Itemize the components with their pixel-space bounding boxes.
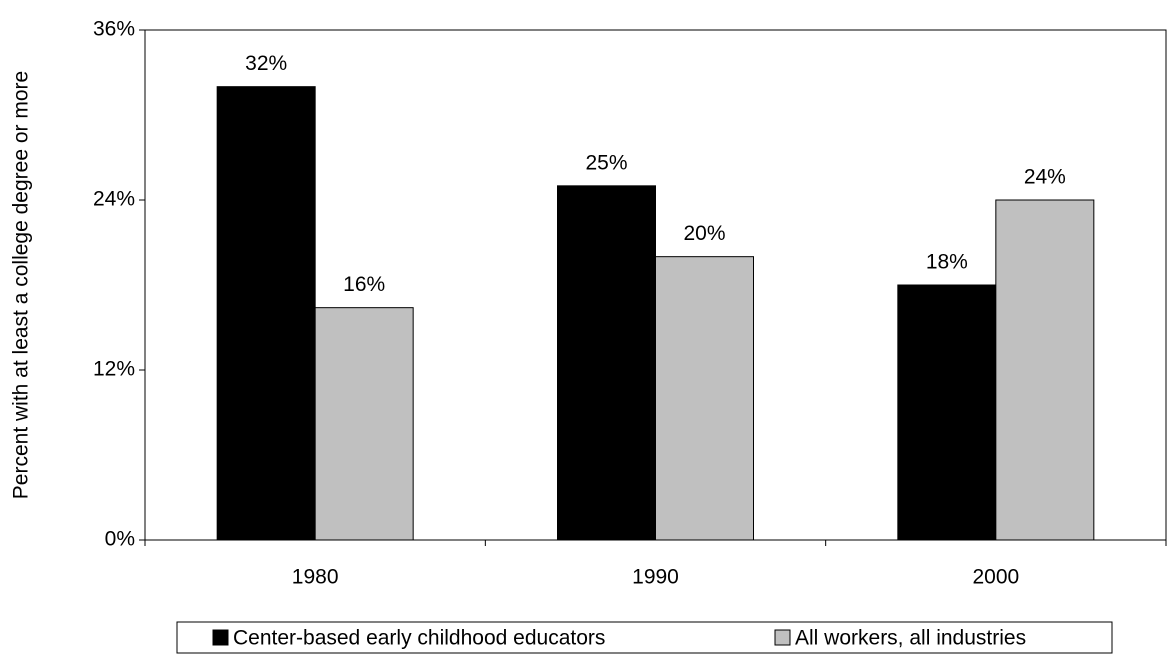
value-label: 20% bbox=[683, 222, 725, 245]
legend-label: All workers, all industries bbox=[795, 627, 1026, 650]
value-label: 24% bbox=[1024, 166, 1066, 189]
bar bbox=[314, 307, 414, 541]
value-label: 25% bbox=[585, 151, 627, 174]
bar bbox=[897, 284, 997, 541]
y-tick-label: 12% bbox=[93, 358, 135, 381]
y-tick-label: 0% bbox=[105, 528, 135, 551]
legend-box bbox=[176, 621, 1113, 654]
x-tick-label: 1980 bbox=[292, 566, 339, 589]
bar bbox=[655, 256, 754, 541]
bar bbox=[995, 199, 1095, 541]
value-label: 32% bbox=[245, 52, 287, 75]
x-tick-label: 1990 bbox=[632, 566, 679, 589]
x-tick-label: 2000 bbox=[972, 566, 1019, 589]
value-label: 16% bbox=[343, 273, 385, 296]
legend-swatch bbox=[212, 629, 229, 646]
legend-label: Center-based early childhood educators bbox=[233, 627, 605, 650]
y-tick-label: 36% bbox=[93, 18, 135, 41]
y-axis-title: Percent with at least a college degree o… bbox=[10, 71, 33, 499]
y-tick-label: 24% bbox=[93, 188, 135, 211]
legend-swatch bbox=[774, 629, 791, 646]
bar bbox=[216, 86, 316, 541]
bar bbox=[557, 185, 656, 541]
value-label: 18% bbox=[926, 251, 968, 274]
